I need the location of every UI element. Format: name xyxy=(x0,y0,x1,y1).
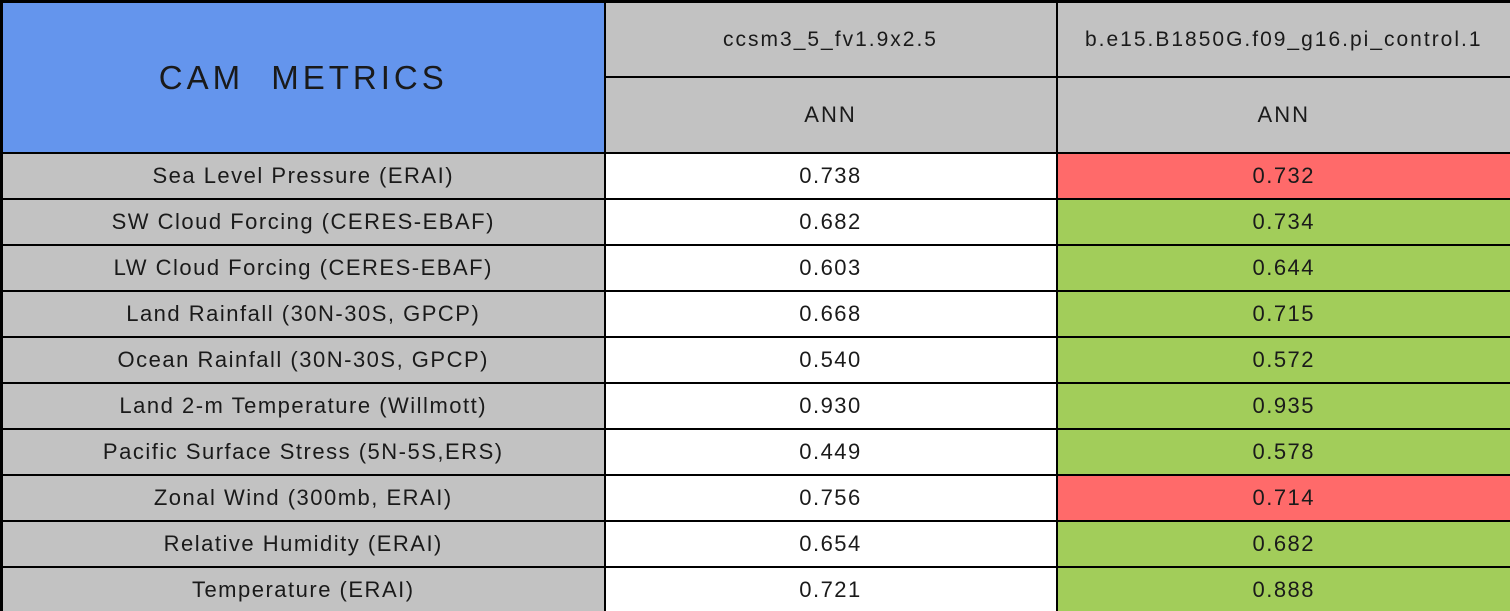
metric-value-reference: 0.449 xyxy=(603,428,1058,476)
metric-row: Zonal Wind (300mb, ERAI) 0.756 0.714 xyxy=(0,474,1510,522)
metric-row: Relative Humidity (ERAI) 0.654 0.682 xyxy=(0,520,1510,568)
column-subheader-season-2: ANN xyxy=(1055,76,1510,154)
metric-value-test: 0.935 xyxy=(1055,382,1510,430)
metric-label: Relative Humidity (ERAI) xyxy=(0,520,606,568)
metric-label: Pacific Surface Stress (5N-5S,ERS) xyxy=(0,428,606,476)
metric-label: Temperature (ERAI) xyxy=(0,566,606,611)
metric-value-reference: 0.668 xyxy=(603,290,1058,338)
metric-label: Sea Level Pressure (ERAI) xyxy=(0,152,606,200)
metric-label: Zonal Wind (300mb, ERAI) xyxy=(0,474,606,522)
metric-value-test: 0.682 xyxy=(1055,520,1510,568)
metric-value-test: 0.732 xyxy=(1055,152,1510,200)
metric-row: Land 2-m Temperature (Willmott) 0.930 0.… xyxy=(0,382,1510,430)
metric-value-reference: 0.738 xyxy=(603,152,1058,200)
metric-value-reference: 0.654 xyxy=(603,520,1058,568)
metric-row: Pacific Surface Stress (5N-5S,ERS) 0.449… xyxy=(0,428,1510,476)
season-header-row: ANN ANN xyxy=(2,76,1510,154)
column-subheader-season-1: ANN xyxy=(603,76,1058,154)
metric-label: Ocean Rainfall (30N-30S, GPCP) xyxy=(0,336,606,384)
metric-value-reference: 0.603 xyxy=(603,244,1058,292)
metric-value-reference: 0.721 xyxy=(603,566,1058,611)
metric-value-test: 0.734 xyxy=(1055,198,1510,246)
metric-row: SW Cloud Forcing (CERES-EBAF) 0.682 0.73… xyxy=(0,198,1510,246)
metric-label: Land Rainfall (30N-30S, GPCP) xyxy=(0,290,606,338)
metrics-rows: Sea Level Pressure (ERAI) 0.738 0.732 SW… xyxy=(0,152,1510,611)
column-header-model-1: ccsm3_5_fv1.9x2.5 xyxy=(603,0,1058,78)
metric-value-reference: 0.682 xyxy=(603,198,1058,246)
metric-value-test: 0.714 xyxy=(1055,474,1510,522)
metric-value-reference: 0.930 xyxy=(603,382,1058,430)
metric-row: Temperature (ERAI) 0.721 0.888 xyxy=(0,566,1510,611)
metric-value-test: 0.888 xyxy=(1055,566,1510,611)
metric-label: SW Cloud Forcing (CERES-EBAF) xyxy=(0,198,606,246)
table-title: CAM METRICS xyxy=(0,0,606,154)
metric-value-test: 0.572 xyxy=(1055,336,1510,384)
model-header-row: CAM METRICS ccsm3_5_fv1.9x2.5 b.e15.B185… xyxy=(0,0,1510,154)
metric-row: LW Cloud Forcing (CERES-EBAF) 0.603 0.64… xyxy=(0,244,1510,292)
metric-value-reference: 0.756 xyxy=(603,474,1058,522)
column-header-model-2: b.e15.B1850G.f09_g16.pi_control.1 xyxy=(1055,0,1510,78)
metric-row: Sea Level Pressure (ERAI) 0.738 0.732 xyxy=(0,152,1510,200)
metric-value-test: 0.644 xyxy=(1055,244,1510,292)
metric-label: LW Cloud Forcing (CERES-EBAF) xyxy=(0,244,606,292)
metric-value-test: 0.715 xyxy=(1055,290,1510,338)
metric-value-reference: 0.540 xyxy=(603,336,1058,384)
metric-row: Land Rainfall (30N-30S, GPCP) 0.668 0.71… xyxy=(0,290,1510,338)
metric-value-test: 0.578 xyxy=(1055,428,1510,476)
metric-row: Ocean Rainfall (30N-30S, GPCP) 0.540 0.5… xyxy=(0,336,1510,384)
metric-label: Land 2-m Temperature (Willmott) xyxy=(0,382,606,430)
